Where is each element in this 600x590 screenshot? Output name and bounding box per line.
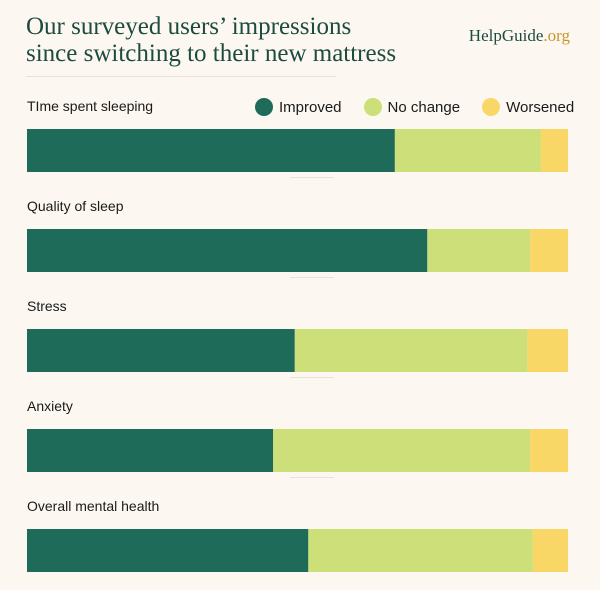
bar-segment-quality-of-sleep-no-change <box>427 229 531 272</box>
bar-segment-stress-improved <box>27 329 295 372</box>
chart-title: Our surveyed users’ impressions since sw… <box>26 13 446 67</box>
bar-segment-anxiety-improved <box>27 429 274 472</box>
brand-logo: HelpGuide.org <box>469 26 570 46</box>
bar-segment-anxiety-worsened <box>530 429 568 472</box>
legend-label-improved: Improved <box>279 98 342 116</box>
category-label-quality-of-sleep: Quality of sleep <box>27 198 124 214</box>
bar-segment-quality-of-sleep-worsened <box>530 229 568 272</box>
row-divider <box>290 377 334 378</box>
bar-segment-anxiety-no-change <box>273 429 531 472</box>
row-divider <box>290 277 334 278</box>
row-divider <box>290 177 334 178</box>
category-label-overall-mental-health: Overall mental health <box>27 498 159 514</box>
title-divider <box>26 76 336 77</box>
title-line-1: Our surveyed users’ impressions <box>26 13 352 40</box>
bar-segment-time-spent-sleeping-worsened <box>540 129 568 172</box>
row-divider <box>290 477 334 478</box>
category-label-stress: Stress <box>27 298 67 314</box>
bar-segment-overall-mental-health-improved <box>27 529 309 572</box>
brand-name: HelpGuide <box>468 26 544 45</box>
legend: Improved No change Worsened <box>255 98 574 116</box>
legend-item-no-change: No change <box>363 98 461 116</box>
legend-item-improved: Improved <box>255 98 342 116</box>
legend-label-no-change: No change <box>387 98 461 116</box>
bar-segment-quality-of-sleep-improved <box>27 229 428 272</box>
title-line-2: since switching to their new mattress <box>26 40 397 67</box>
bar-segment-overall-mental-health-no-change <box>308 529 533 572</box>
bar-segment-stress-no-change <box>294 329 528 372</box>
legend-swatch-no-change <box>363 98 382 116</box>
legend-swatch-improved <box>255 98 273 116</box>
legend-swatch-worsened <box>482 98 501 116</box>
bar-segment-overall-mental-health-worsened <box>532 529 568 572</box>
bar-segment-stress-worsened <box>527 329 568 372</box>
legend-item-worsened: Worsened <box>482 98 574 116</box>
bar-segment-time-spent-sleeping-no-change <box>394 129 541 172</box>
category-label-anxiety: Anxiety <box>27 398 73 414</box>
brand-tld: .org <box>543 26 570 45</box>
category-label-time-spent-sleeping: TIme spent sleeping <box>27 98 153 114</box>
bar-segment-time-spent-sleeping-improved <box>27 129 395 172</box>
legend-label-worsened: Worsened <box>506 98 575 116</box>
